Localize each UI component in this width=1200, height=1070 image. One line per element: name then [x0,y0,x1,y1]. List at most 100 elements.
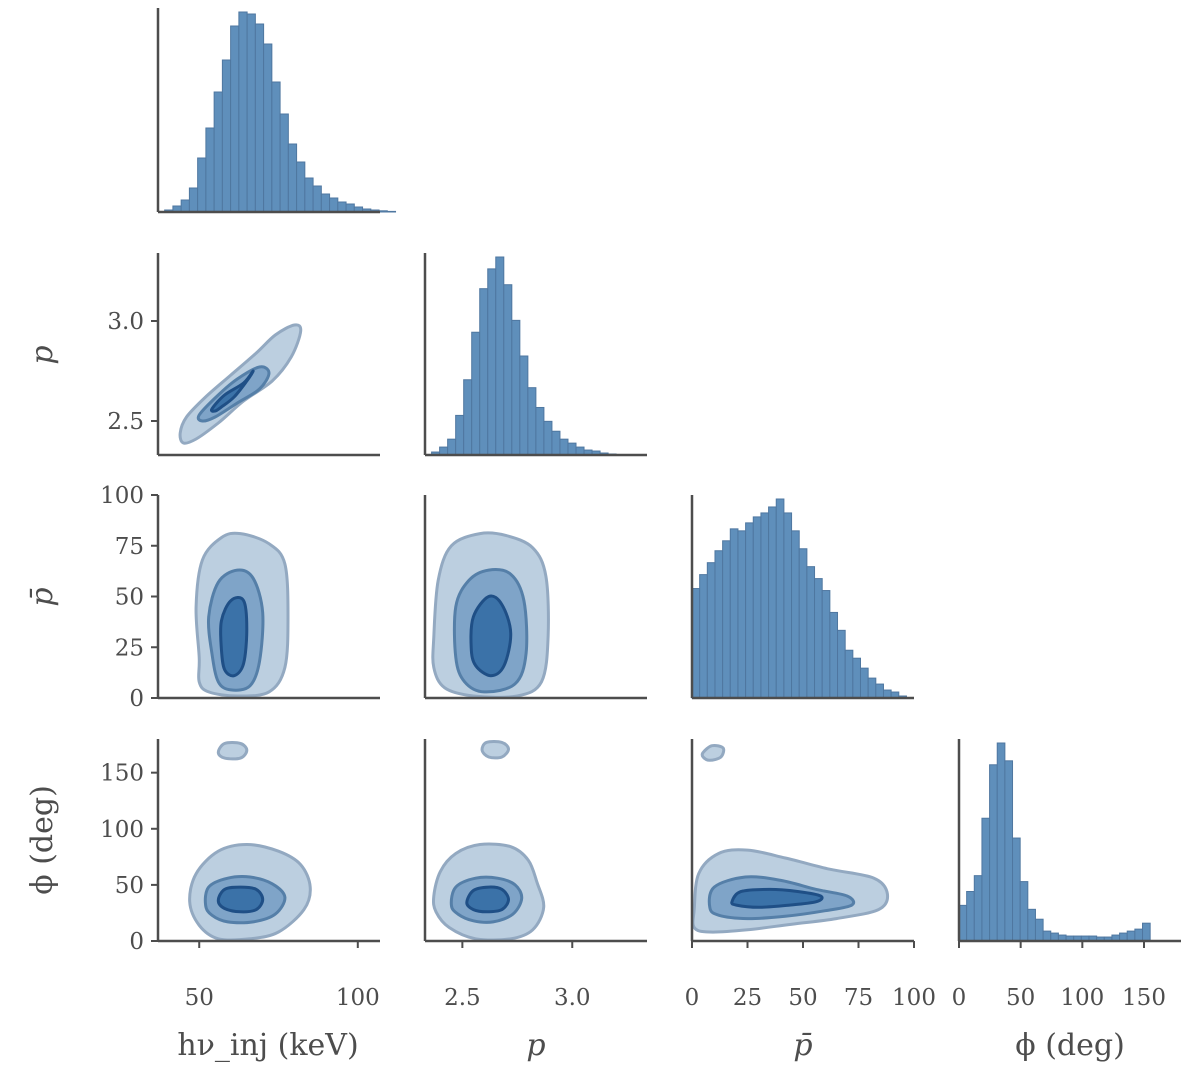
contour-level-1-pbar_phi-island [700,743,726,762]
y-tick-label-pbar-4: 100 [100,483,144,509]
hist-bar-p-6 [479,288,489,456]
y-tick-label-p-1: 3.0 [107,309,144,335]
x-tick-label-hnu-1: 100 [336,985,380,1011]
hist-bar-pbar-20 [844,649,854,699]
hist-bar-p-7 [487,268,497,456]
hist-bar-p-13 [535,406,545,456]
contour-panel-p_pbar [423,495,647,700]
hist-bar-pbar-24 [875,683,884,699]
x-tick-label-p-1: 3.0 [554,985,591,1011]
hist-bar-pbar-16 [814,578,823,699]
hist-bar-p-2 [447,438,457,456]
x-tick-label-pbar-2: 50 [788,985,817,1011]
hist-bar-hnu-13 [271,81,281,213]
x-tick-label-pbar-4: 100 [892,985,936,1011]
y-tick-label-phi-3: 150 [100,761,144,787]
y-tick-label-p-0: 2.5 [107,409,144,435]
hist-panel-pbar [690,495,914,700]
hist-bar-phi-1 [966,891,975,942]
hist-bar-hnu-26 [378,210,388,213]
x-axis-title-p: p [526,1028,545,1063]
hist-bar-hnu-7 [221,59,232,213]
hist-bar-hnu-20 [329,197,339,213]
hist-panel-phi: 0 50 100 150 [952,739,1181,1011]
hist-bar-pbar-5 [729,528,739,699]
hist-bar-pbar-23 [867,677,877,699]
hist-bar-pbar-22 [859,667,869,699]
contour-level-3-p_phi [465,885,510,914]
hist-bar-p-12 [527,387,537,456]
x-axis-title-phi: ϕ (deg) [1015,1028,1125,1063]
hist-bar-pbar-19 [837,629,846,699]
contour-panel-hnu_pbar: 0 25 50 75 100 [100,483,380,712]
hist-bar-pbar-10 [768,506,777,699]
y-tick-label-phi-0: 0 [129,929,144,955]
x-tick-label-p-0: 2.5 [444,985,481,1011]
hist-panel-p [423,253,647,457]
hist-bar-hnu-12 [263,43,273,213]
hist-bar-phi-11 [1042,930,1052,942]
x-axis-title-hnu: hν_inj (keV) [177,1028,358,1063]
hist-bar-phi-3 [981,817,991,942]
y-axis-title-phi: ϕ (deg) [25,785,60,895]
hist-bar-hnu-19 [320,193,331,213]
hist-bar-phi-24 [1142,922,1151,942]
hist-bar-pbar-11 [775,498,785,699]
x-tick-label-phi-3: 150 [1122,985,1166,1011]
hist-bar-p-4 [463,379,473,456]
y-tick-label-phi-1: 50 [115,873,144,899]
contour-level-3-p_pbar [469,594,513,678]
hist-bar-pbar-4 [722,540,731,699]
y-tick-label-pbar-3: 75 [115,534,144,560]
hist-bar-pbar-21 [852,657,861,699]
x-tick-label-pbar-3: 75 [844,985,873,1011]
y-tick-label-pbar-1: 25 [115,635,144,661]
hist-bar-hnu-27 [386,210,397,213]
hist-bar-pbar-15 [806,566,816,699]
hist-bar-pbar-3 [714,550,724,699]
contour-level-3-pbar_phi [730,887,824,909]
y-tick-label-pbar-0: 0 [129,686,144,712]
hist-bar-p-5 [471,331,481,456]
hist-bar-hnu-10 [246,13,256,213]
hist-bar-p-11 [519,355,529,456]
hist-bar-phi-7 [1012,837,1021,942]
hist-bar-p-16 [559,438,569,456]
hist-bar-hnu-21 [337,201,347,213]
hist-bar-hnu-18 [312,185,322,213]
hist-bar-p-15 [551,430,561,456]
hist-bar-hnu-9 [238,11,248,213]
y-tick-label-phi-2: 100 [100,817,144,843]
hist-bar-p-8 [495,256,505,456]
contour-level-3-hnu_p [210,369,255,413]
contour-panel-hnu_p: 2.5 3.0 [107,253,380,457]
hist-bar-p-17 [567,442,577,456]
hist-bar-pbar-6 [737,530,747,699]
x-tick-label-hnu-0: 50 [185,985,214,1011]
hist-bar-pbar-1 [699,574,708,699]
hist-bar-phi-10 [1034,918,1044,942]
hist-bar-p-3 [455,414,465,456]
hist-bar-pbar-9 [760,512,770,699]
hist-bar-hnu-6 [213,91,223,213]
y-tick-label-pbar-2: 50 [115,585,144,611]
contour-level-1-p_phi-island [480,739,510,760]
hist-bar-phi-22 [1126,930,1136,942]
x-tick-label-pbar-1: 25 [733,985,762,1011]
hist-bar-phi-5 [996,742,1006,942]
x-tick-label-phi-1: 50 [1006,985,1035,1011]
contour-panel-p_phi: 2.5 3.0 [423,739,647,1011]
subplots-layer: 0 50 100 150 2.5 3.0 0 25 50 75 100 50 100 0 50 100 150 2… [100,8,1181,1011]
hist-bar-pbar-12 [783,512,793,699]
hist-bar-hnu-2 [180,199,190,213]
hist-bar-p-9 [503,284,513,456]
hist-bar-p-10 [511,319,521,456]
hist-bar-hnu-8 [230,25,240,213]
hist-bar-hnu-11 [254,23,265,213]
hist-bar-phi-6 [1004,760,1014,942]
hist-bar-phi-2 [973,875,983,942]
x-tick-label-phi-2: 100 [1060,985,1104,1011]
hist-bar-hnu-16 [296,161,306,213]
hist-bar-pbar-8 [752,516,762,699]
contour-level-3-hnu_phi [216,885,265,914]
